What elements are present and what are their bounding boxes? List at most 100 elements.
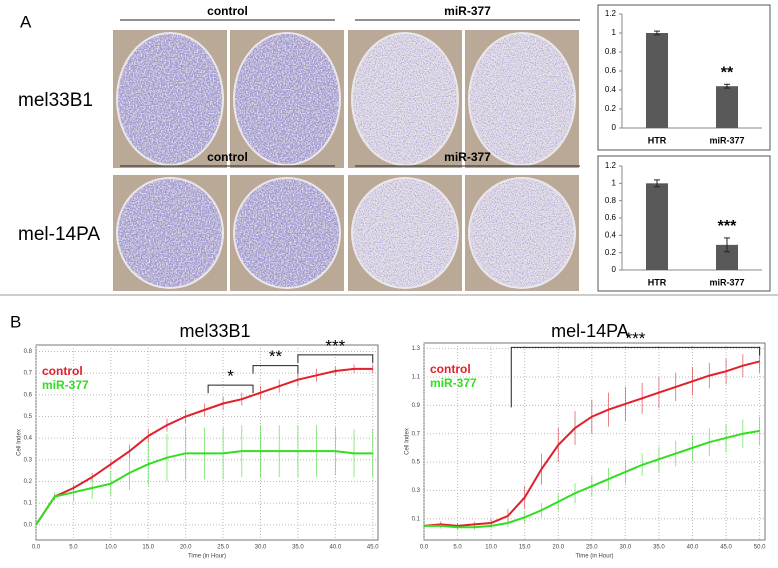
x-tick-label: HTR <box>648 135 667 145</box>
y-tick-label: 0.7 <box>412 431 421 437</box>
panel-label: A <box>20 12 32 31</box>
series-line <box>35 367 373 526</box>
y-tick-label: 0 <box>612 265 617 274</box>
y-tick-label: 0.2 <box>605 104 617 113</box>
chart-title: mel33B1 <box>179 321 250 341</box>
x-tick-label: 20.0 <box>552 545 564 551</box>
bar-chart-frame <box>597 4 771 151</box>
x-axis-label: Time (in Hour) <box>575 554 613 560</box>
x-tick-label: HTR <box>648 277 667 287</box>
x-tick-label: 0.0 <box>420 545 429 551</box>
x-tick-label: 35.0 <box>653 545 665 551</box>
y-tick-label: 0.5 <box>412 460 421 466</box>
bar <box>716 86 738 128</box>
y-tick-label: 0.3 <box>412 488 421 494</box>
x-tick-label: 30.0 <box>620 545 632 551</box>
chart-title: mel-14PA <box>551 321 629 341</box>
y-tick-label: 0.7 <box>24 371 33 377</box>
legend-entry: control <box>430 362 471 376</box>
plot-frame <box>35 344 379 541</box>
x-tick-label: 45.0 <box>367 545 379 551</box>
y-tick-label: 0.9 <box>412 403 421 409</box>
plate-stain <box>235 179 339 287</box>
significance: *** <box>718 218 737 235</box>
y-tick-label: 0.1 <box>412 516 421 522</box>
x-tick-label: 10.0 <box>485 545 497 551</box>
y-tick-label: 1 <box>612 178 617 187</box>
series-line <box>35 450 373 526</box>
y-tick-label: 0.0 <box>24 522 33 528</box>
x-tick-label: 15.0 <box>142 545 154 551</box>
plate-stain <box>353 34 457 164</box>
x-tick-label: 10.0 <box>105 545 117 551</box>
significance-bracket <box>510 346 761 408</box>
plate-stain <box>118 179 222 287</box>
panel-label: B <box>10 312 21 331</box>
y-tick-label: 0.6 <box>24 392 33 398</box>
y-axis-label: Cell Index <box>405 428 411 455</box>
x-tick-label: 40.0 <box>687 545 699 551</box>
x-tick-label: miR-377 <box>709 135 744 145</box>
y-tick-label: 1.2 <box>605 161 617 170</box>
bar <box>716 244 738 270</box>
y-tick-label: 0.8 <box>605 47 617 56</box>
y-tick-label: 0.2 <box>605 248 617 257</box>
y-tick-label: 0.2 <box>24 479 33 485</box>
y-tick-label: 1.3 <box>412 346 421 352</box>
y-tick-label: 1.1 <box>412 375 421 381</box>
y-tick-label: 0.6 <box>605 213 617 222</box>
x-tick-label: 20.0 <box>180 545 192 551</box>
y-tick-label: 0.8 <box>24 349 33 355</box>
significance-label: *** <box>626 329 646 348</box>
x-tick-label: 5.0 <box>69 545 78 551</box>
row-label: mel33B1 <box>18 90 93 111</box>
significance-bracket <box>207 384 254 394</box>
plate-stain <box>235 34 339 164</box>
y-tick-label: 0.6 <box>605 66 617 75</box>
significance: ** <box>721 65 734 82</box>
plate-stain <box>118 34 222 164</box>
x-tick-label: 40.0 <box>329 545 341 551</box>
x-tick-label: 45.0 <box>720 545 732 551</box>
x-axis-label: Time (in Hour) <box>188 554 226 560</box>
x-tick-label: 30.0 <box>255 545 267 551</box>
legend-entry: control <box>42 364 83 378</box>
significance-label: ** <box>269 347 283 366</box>
row-label: mel-14PA <box>18 224 100 245</box>
y-tick-label: 0 <box>612 123 617 132</box>
y-tick-label: 0.4 <box>605 230 617 239</box>
y-tick-label: 0.3 <box>24 457 33 463</box>
x-tick-label: 0.0 <box>32 545 41 551</box>
bar <box>646 33 668 128</box>
significance-label: * <box>227 367 234 386</box>
plate-stain <box>470 34 574 164</box>
x-tick-label: 50.0 <box>754 545 766 551</box>
y-tick-label: 0.4 <box>605 85 617 94</box>
legend-entry: miR-377 <box>430 376 477 390</box>
x-tick-label: miR-377 <box>709 277 744 287</box>
y-tick-label: 1 <box>612 28 617 37</box>
y-tick-label: 1.2 <box>605 9 617 18</box>
y-tick-label: 0.1 <box>24 501 33 507</box>
plate-stain <box>353 179 457 287</box>
y-tick-label: 0.8 <box>605 196 617 205</box>
group-label: miR-377 <box>444 150 491 164</box>
series-line <box>423 360 760 527</box>
group-label: miR-377 <box>444 4 491 18</box>
y-axis-label: Cell Index <box>17 429 23 456</box>
x-tick-label: 25.0 <box>586 545 598 551</box>
significance-bracket <box>252 365 299 374</box>
bar-chart-frame <box>597 155 771 292</box>
significance-label: *** <box>325 336 345 355</box>
x-tick-label: 35.0 <box>292 545 304 551</box>
y-tick-label: 0.4 <box>24 436 33 442</box>
x-tick-label: 5.0 <box>453 545 462 551</box>
y-tick-label: 0.5 <box>24 414 33 420</box>
legend-entry: miR-377 <box>42 378 89 392</box>
x-tick-label: 15.0 <box>519 545 531 551</box>
group-label: control <box>207 150 248 164</box>
x-tick-label: 25.0 <box>217 545 229 551</box>
series-line <box>424 429 760 529</box>
bar <box>646 183 668 270</box>
